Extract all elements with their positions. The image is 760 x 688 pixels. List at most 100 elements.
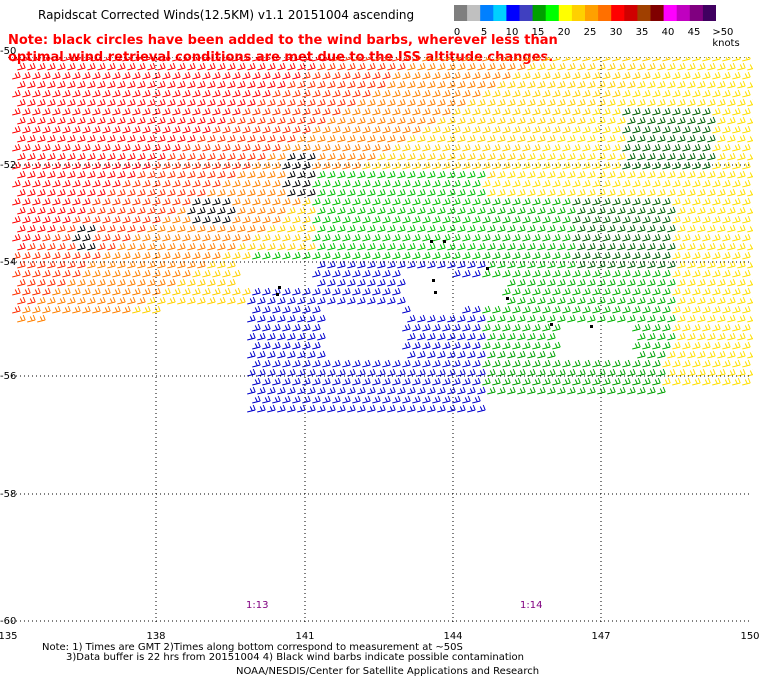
wind-barb (692, 269, 701, 278)
wind-barb (357, 188, 366, 197)
wind-barb (667, 368, 676, 377)
wind-barb (382, 143, 391, 152)
wind-barb (57, 278, 66, 287)
wind-barb (617, 296, 626, 305)
wind-barb (222, 143, 231, 152)
wind-barb (57, 188, 66, 197)
wind-barb (137, 188, 146, 197)
wind-barb (487, 80, 496, 89)
wind-barb (102, 53, 111, 62)
wind-barb (672, 287, 681, 296)
wind-barb (492, 143, 501, 152)
wind-barb (322, 269, 331, 278)
wind-barb (667, 242, 676, 251)
wind-barb (487, 98, 496, 107)
wind-barb (507, 278, 516, 287)
wind-barb (107, 278, 116, 287)
wind-barb (667, 296, 676, 305)
wind-barb (607, 242, 616, 251)
wind-barb (112, 107, 121, 116)
wind-barb (52, 179, 61, 188)
wind-barb (122, 269, 131, 278)
wind-barb (282, 197, 291, 206)
colorbar-label: 35 (635, 27, 649, 38)
wind-barb (617, 242, 626, 251)
wind-barb (612, 197, 621, 206)
wind-barb (112, 89, 121, 98)
wind-barb (57, 260, 66, 269)
wind-barb (122, 197, 131, 206)
wind-barb (22, 71, 31, 80)
wind-barb (367, 116, 376, 125)
wind-barb (417, 80, 426, 89)
wind-barb (297, 152, 306, 161)
wind-barb (692, 251, 701, 260)
wind-barb (582, 287, 591, 296)
wind-barb (667, 152, 676, 161)
wind-barb (537, 80, 546, 89)
wind-barb (427, 242, 436, 251)
wind-barb (587, 278, 596, 287)
wind-barb (432, 107, 441, 116)
wind-barb (417, 404, 426, 413)
wind-barb (747, 152, 756, 161)
wind-barb (577, 242, 586, 251)
wind-barb (277, 206, 286, 215)
wind-barb (462, 341, 471, 350)
wind-barb (272, 179, 281, 188)
wind-barb (742, 107, 751, 116)
wind-barb (532, 89, 541, 98)
wind-barb (207, 260, 216, 269)
wind-barb (612, 107, 621, 116)
wind-barb (82, 143, 91, 152)
wind-barb (657, 170, 666, 179)
wind-barb (217, 296, 226, 305)
colorbar-swatch (493, 5, 507, 21)
wind-barb (462, 323, 471, 332)
wind-barb (417, 188, 426, 197)
wind-barb (677, 170, 686, 179)
wind-barb (467, 260, 476, 269)
wind-barb (492, 305, 501, 314)
wind-barb (222, 179, 231, 188)
colorbar-swatch (545, 5, 560, 21)
wind-barb (252, 251, 261, 260)
wind-barb (207, 152, 216, 161)
wind-barb (212, 125, 221, 134)
wind-barb (637, 350, 646, 359)
wind-barb (397, 368, 406, 377)
wind-barb (367, 368, 376, 377)
wind-barb (522, 179, 531, 188)
wind-barb (552, 53, 561, 62)
wind-barb (342, 269, 351, 278)
wind-barb (432, 71, 441, 80)
wind-barb (247, 332, 256, 341)
wind-barb (422, 341, 431, 350)
wind-barb (297, 62, 306, 71)
wind-barb (192, 143, 201, 152)
wind-barb (392, 53, 401, 62)
wind-barb (537, 152, 546, 161)
wind-barb (232, 197, 241, 206)
wind-barb (622, 89, 631, 98)
wind-barb (702, 71, 711, 80)
wind-barb (192, 107, 201, 116)
wind-barb (532, 107, 541, 116)
wind-barb (387, 152, 396, 161)
wind-barb (662, 341, 671, 350)
wind-barb (372, 287, 381, 296)
wind-barb (132, 107, 141, 116)
wind-barb (367, 260, 376, 269)
wind-barb (202, 89, 211, 98)
wind-barb (497, 314, 506, 323)
wind-barb (352, 395, 361, 404)
wind-barb (457, 206, 466, 215)
wind-barb (87, 224, 96, 233)
wind-barb (37, 152, 46, 161)
wind-barb (697, 170, 706, 179)
wind-barb (647, 152, 656, 161)
wind-barb (162, 233, 171, 242)
wind-barb (297, 80, 306, 89)
wind-barb (377, 80, 386, 89)
wind-barb (662, 269, 671, 278)
